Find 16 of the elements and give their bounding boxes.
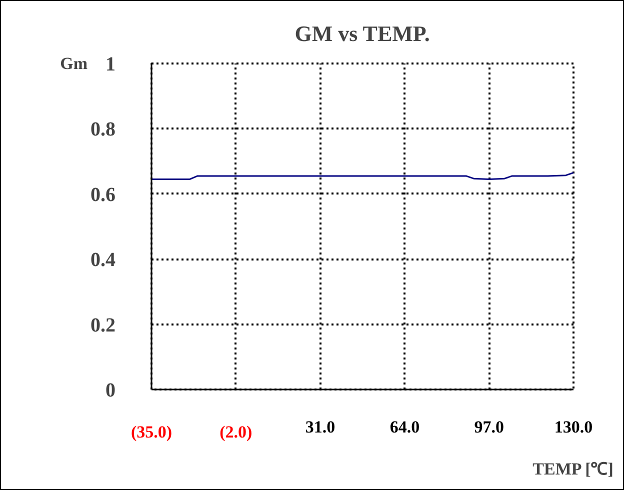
y-tick-label: 1 xyxy=(106,54,116,76)
x-tick-label: 31.0 xyxy=(305,418,336,436)
y-tick-label: 0.2 xyxy=(90,314,116,336)
line-series xyxy=(152,172,574,180)
chart-title: GM vs TEMP. xyxy=(294,21,430,46)
x-tick-label: 64.0 xyxy=(390,418,420,436)
x-tick-label: (35.0) xyxy=(130,422,172,442)
y-axis-title: Gm xyxy=(60,54,88,73)
x-tick-label: 97.0 xyxy=(474,418,504,436)
x-axis-title: TEMP [℃] xyxy=(532,460,614,478)
y-tick-label: 0.4 xyxy=(90,249,116,272)
x-tick-label: (2.0) xyxy=(220,422,252,442)
y-tick-label: 0 xyxy=(106,380,116,402)
y-tick-label: 0.8 xyxy=(90,118,116,141)
y-tick-label: 0.6 xyxy=(90,184,116,206)
x-tick-label: 130.0 xyxy=(554,418,593,436)
